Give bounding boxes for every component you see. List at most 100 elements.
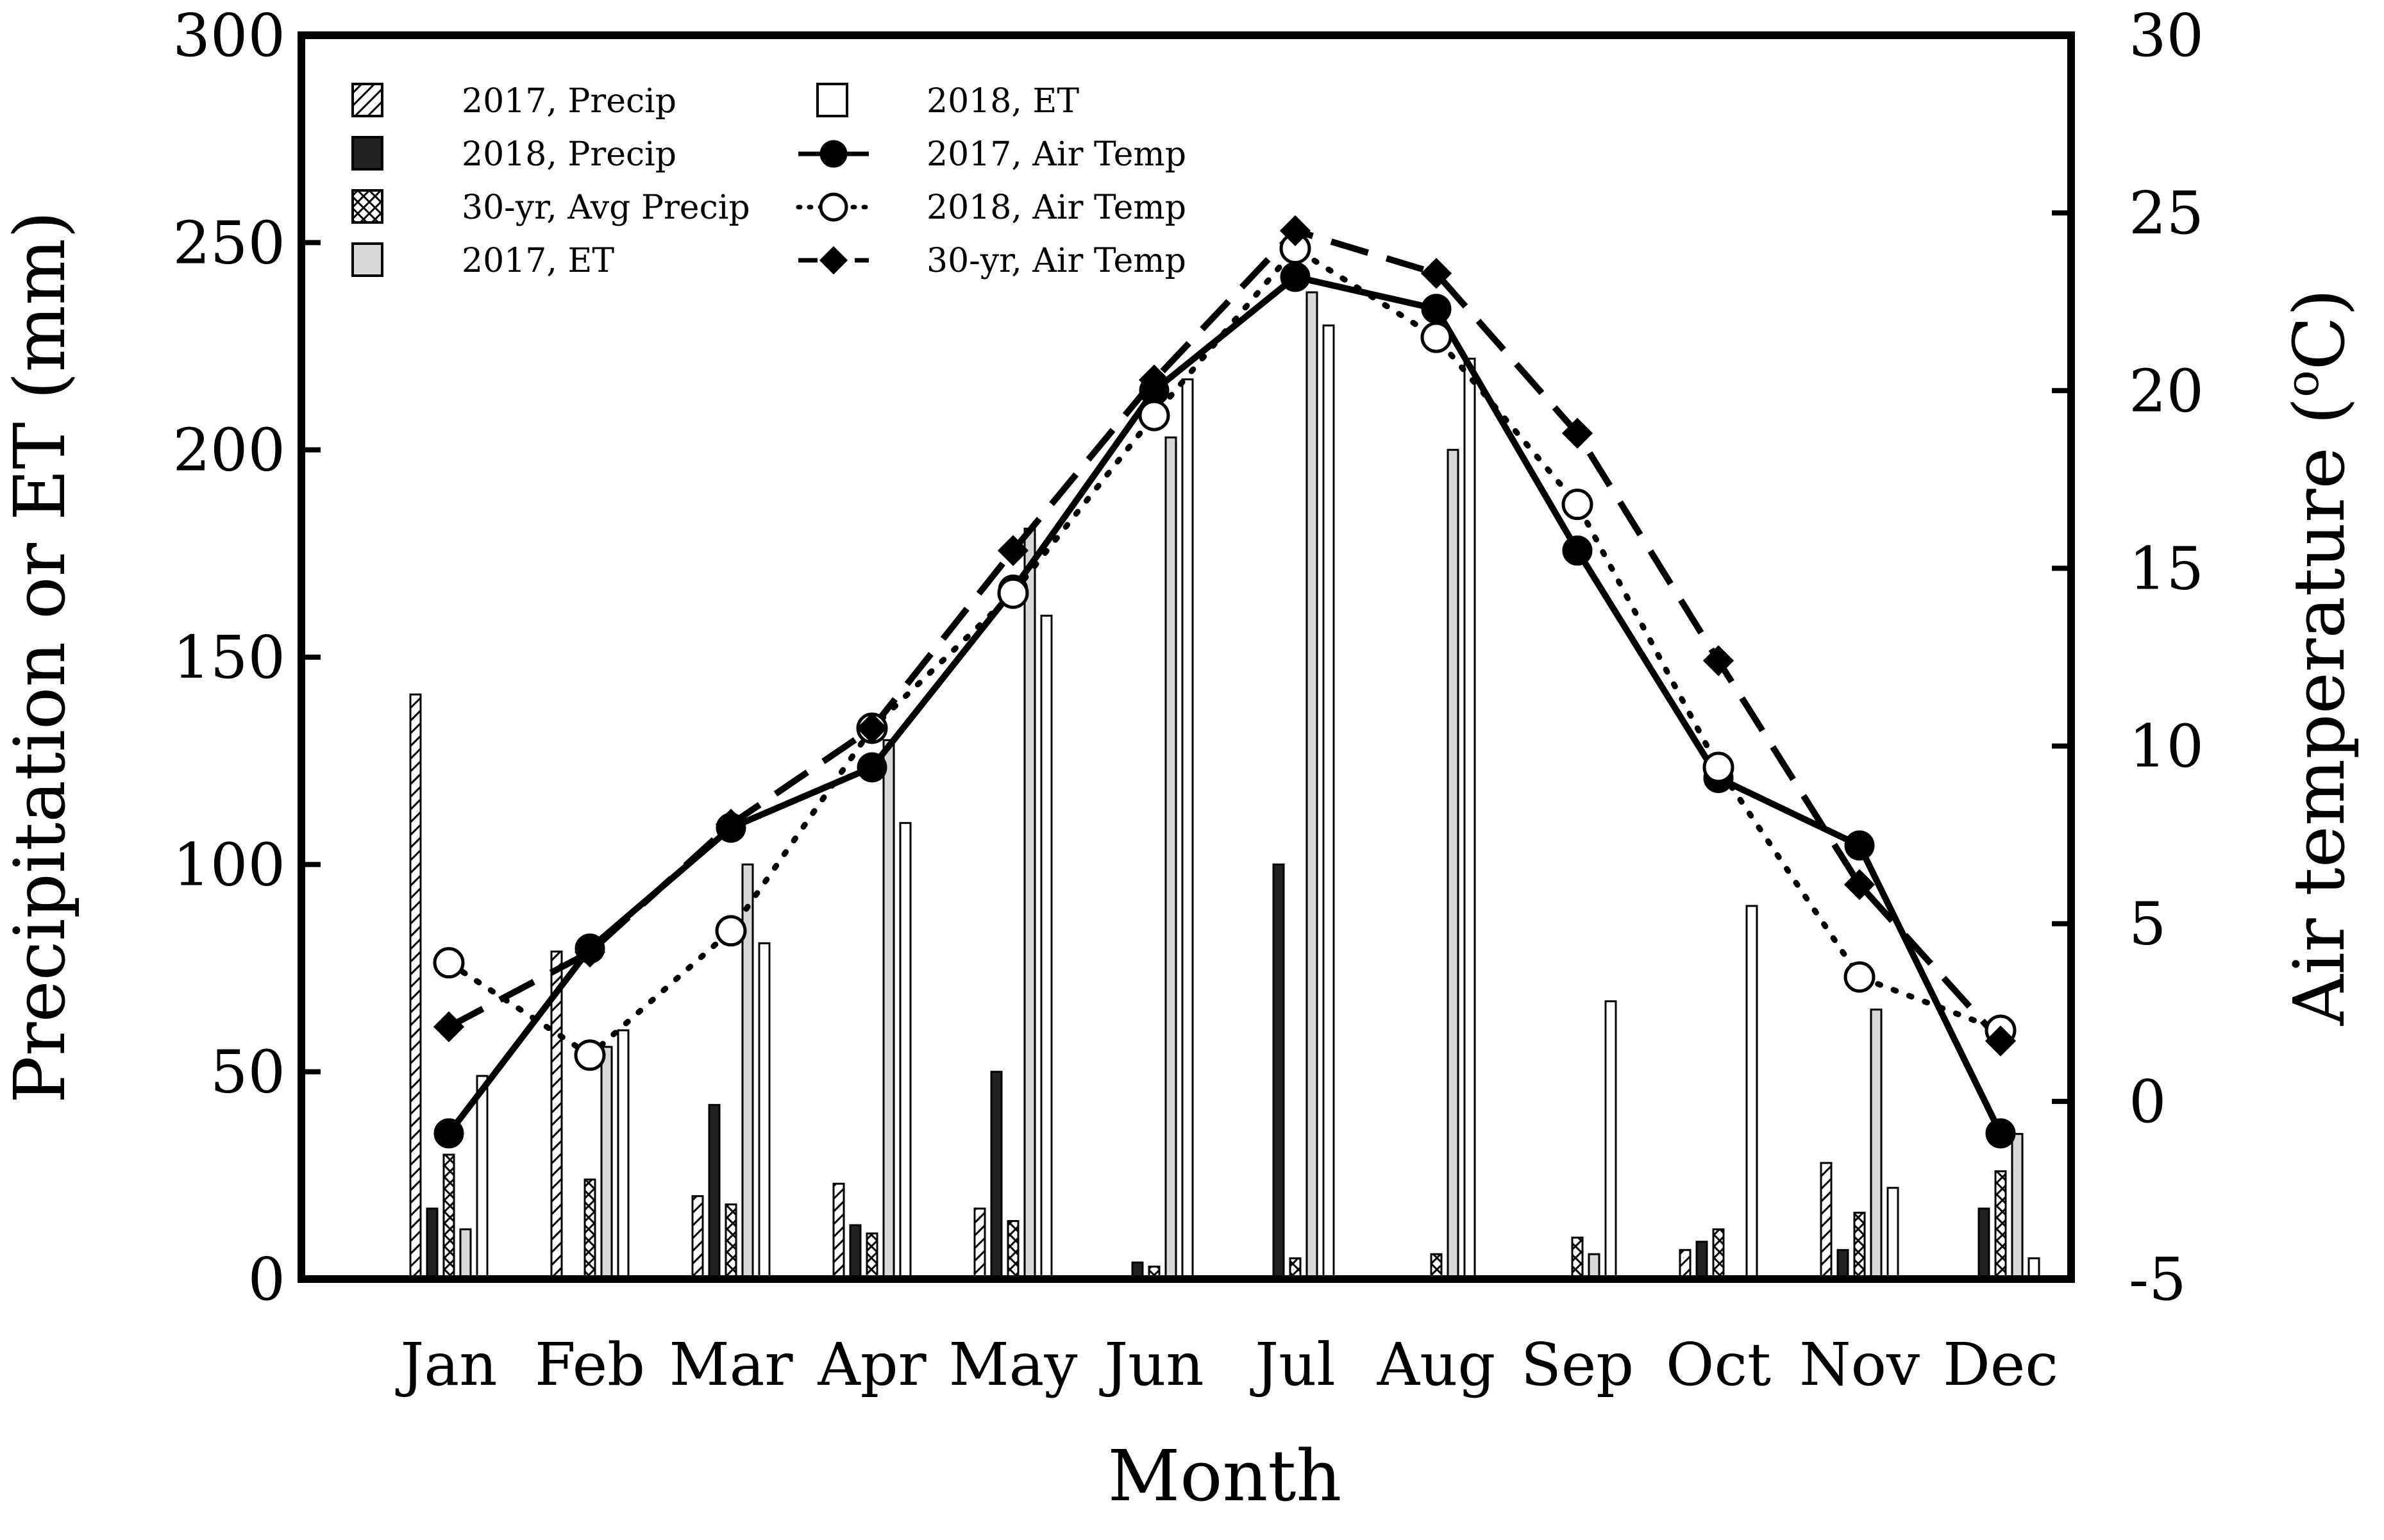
- bar-2018-precip-nov: [1836, 1249, 1849, 1280]
- y2-axis-title-unit: C): [2278, 289, 2360, 370]
- y2-tick-label: 15: [2129, 534, 2204, 603]
- point-30-yr-air-temp-dec: [1985, 1025, 2017, 1057]
- x-tick-label: Feb: [535, 1330, 645, 1399]
- point-2018-air-temp-mar: [715, 915, 747, 947]
- point-2018-air-temp-sep: [1561, 489, 1593, 521]
- legend-marker: [819, 246, 848, 275]
- y2-axis-title-main: Air temperature (: [2278, 398, 2360, 1026]
- point-30-yr-air-temp-mar: [715, 808, 747, 840]
- x-tick-label: Jul: [1250, 1330, 1336, 1399]
- bar-2017-precip-nov: [1820, 1162, 1833, 1280]
- legend-item-30-yr-avg-precip: 30-yr, Avg Precip: [351, 188, 750, 227]
- point-30-yr-air-temp-jan: [433, 1011, 465, 1042]
- bar-30-yr-avg-precip-feb: [583, 1178, 596, 1280]
- bar-30-yr-avg-precip-oct: [1712, 1228, 1725, 1280]
- line-2017-air-temp: [446, 273, 2004, 1135]
- bar-30-yr-avg-precip-may: [1007, 1219, 1020, 1280]
- bar-2017-et-jun: [1164, 436, 1177, 1280]
- y-tick-label: 50: [210, 1038, 285, 1107]
- x-tick-label: Dec: [1943, 1330, 2058, 1399]
- bar-2018-precip-jul: [1272, 863, 1285, 1280]
- point-2018-air-temp-nov: [1843, 961, 1876, 993]
- point-2018-air-temp-jun: [1138, 399, 1170, 431]
- bar-2017-precip-apr: [832, 1182, 845, 1280]
- x-tick-label: Jun: [1099, 1330, 1204, 1399]
- legend-item-2017-air-temp: 2017, Air Temp: [798, 135, 1186, 174]
- legend-marker: [819, 192, 848, 222]
- bar-2018-et-jun: [1181, 378, 1194, 1280]
- point-2018-air-temp-aug: [1420, 321, 1452, 353]
- bar-2018-et-feb: [617, 1029, 630, 1280]
- point-30-yr-air-temp-apr: [856, 712, 888, 744]
- bar-2017-precip-oct: [1679, 1249, 1691, 1280]
- bar-30-yr-avg-precip-nov: [1853, 1212, 1866, 1280]
- bar-30-yr-avg-precip-jan: [442, 1153, 455, 1280]
- point-2017-air-temp-jan: [433, 1118, 464, 1149]
- point-2018-air-temp-may: [997, 577, 1029, 609]
- y-tick-label: 250: [172, 208, 285, 277]
- point-2017-air-temp-aug: [1421, 294, 1452, 324]
- y2-tick-label: 30: [2129, 1, 2204, 70]
- x-tick-label: Nov: [1799, 1330, 1920, 1399]
- legend-item-2018-et: 2018, ET: [816, 82, 1079, 121]
- legend-item-2018-precip: 2018, Precip: [351, 135, 676, 174]
- bar-2018-precip-may: [990, 1071, 1003, 1280]
- legend-item-2017-et: 2017, ET: [351, 242, 614, 280]
- legend-item-2017-precip: 2017, Precip: [351, 82, 676, 121]
- point-30-yr-air-temp-oct: [1702, 645, 1734, 676]
- legend-swatch: [351, 242, 383, 277]
- legend-label: 2017, Precip: [462, 82, 676, 121]
- bar-2018-et-apr: [899, 822, 912, 1280]
- bar-2018-precip-jan: [426, 1207, 439, 1280]
- legend-label: 2018, Precip: [462, 135, 676, 174]
- point-30-yr-air-temp-nov: [1843, 869, 1876, 900]
- legend-swatch: [351, 136, 383, 171]
- y-tick-label: 0: [248, 1245, 285, 1314]
- y2-tick-label: 5: [2129, 890, 2167, 958]
- bar-2018-et-mar: [758, 942, 771, 1280]
- x-tick-label: Mar: [669, 1330, 793, 1399]
- point-30-yr-air-temp-may: [997, 535, 1029, 566]
- point-30-yr-air-temp-feb: [574, 936, 606, 968]
- point-30-yr-air-temp-sep: [1561, 417, 1593, 449]
- point-2017-air-temp-nov: [1844, 830, 1875, 861]
- point-2017-air-temp-dec: [1985, 1118, 2016, 1149]
- legend-item-30-yr-air-temp: 30-yr, Air Temp: [798, 242, 1186, 280]
- legend-swatch: [351, 83, 383, 117]
- x-tick-label: Apr: [817, 1330, 926, 1399]
- x-tick-label: May: [948, 1330, 1077, 1399]
- bar-2017-et-dec: [2011, 1133, 2024, 1280]
- x-tick-label: Sep: [1521, 1330, 1634, 1399]
- bar-2017-et-jul: [1305, 291, 1318, 1280]
- y2-tick-label: 10: [2129, 712, 2204, 781]
- y2-tick-label: 20: [2129, 356, 2204, 425]
- line-2018-air-temp: [446, 244, 2004, 1059]
- x-tick-label: Jan: [396, 1330, 498, 1399]
- bar-2018-precip-mar: [708, 1103, 721, 1280]
- legend-label: 30-yr, Air Temp: [927, 242, 1186, 280]
- legend-label: 2017, ET: [462, 242, 614, 280]
- bar-2018-et-jul: [1322, 324, 1335, 1280]
- y2-tick-label: 0: [2129, 1067, 2167, 1136]
- x-tick-label: Oct: [1666, 1330, 1771, 1399]
- bar-30-yr-avg-precip-dec: [1994, 1170, 2007, 1280]
- bar-2018-et-jan: [476, 1075, 489, 1280]
- bar-2018-et-aug: [1463, 357, 1476, 1280]
- bar-30-yr-avg-precip-apr: [866, 1232, 878, 1280]
- x-tick-label: Aug: [1377, 1330, 1496, 1399]
- point-30-yr-air-temp-jul: [1279, 215, 1311, 246]
- legend-swatch: [351, 189, 383, 224]
- y-tick-label: 100: [172, 830, 285, 899]
- y2-axis-title-degree: o: [2276, 370, 2329, 397]
- point-2018-air-temp-oct: [1702, 751, 1734, 783]
- bar-2018-et-nov: [1886, 1187, 1899, 1280]
- y-axis-title: Precipitation or ET (mm): [0, 211, 81, 1103]
- bar-2018-et-sep: [1604, 1000, 1617, 1280]
- bar-2017-et-feb: [600, 1046, 613, 1280]
- bar-2017-et-may: [1023, 528, 1036, 1280]
- line-30-yr-air-temp: [447, 227, 2003, 1043]
- bar-2017-et-aug: [1447, 449, 1459, 1280]
- bar-2018-et-may: [1040, 614, 1053, 1280]
